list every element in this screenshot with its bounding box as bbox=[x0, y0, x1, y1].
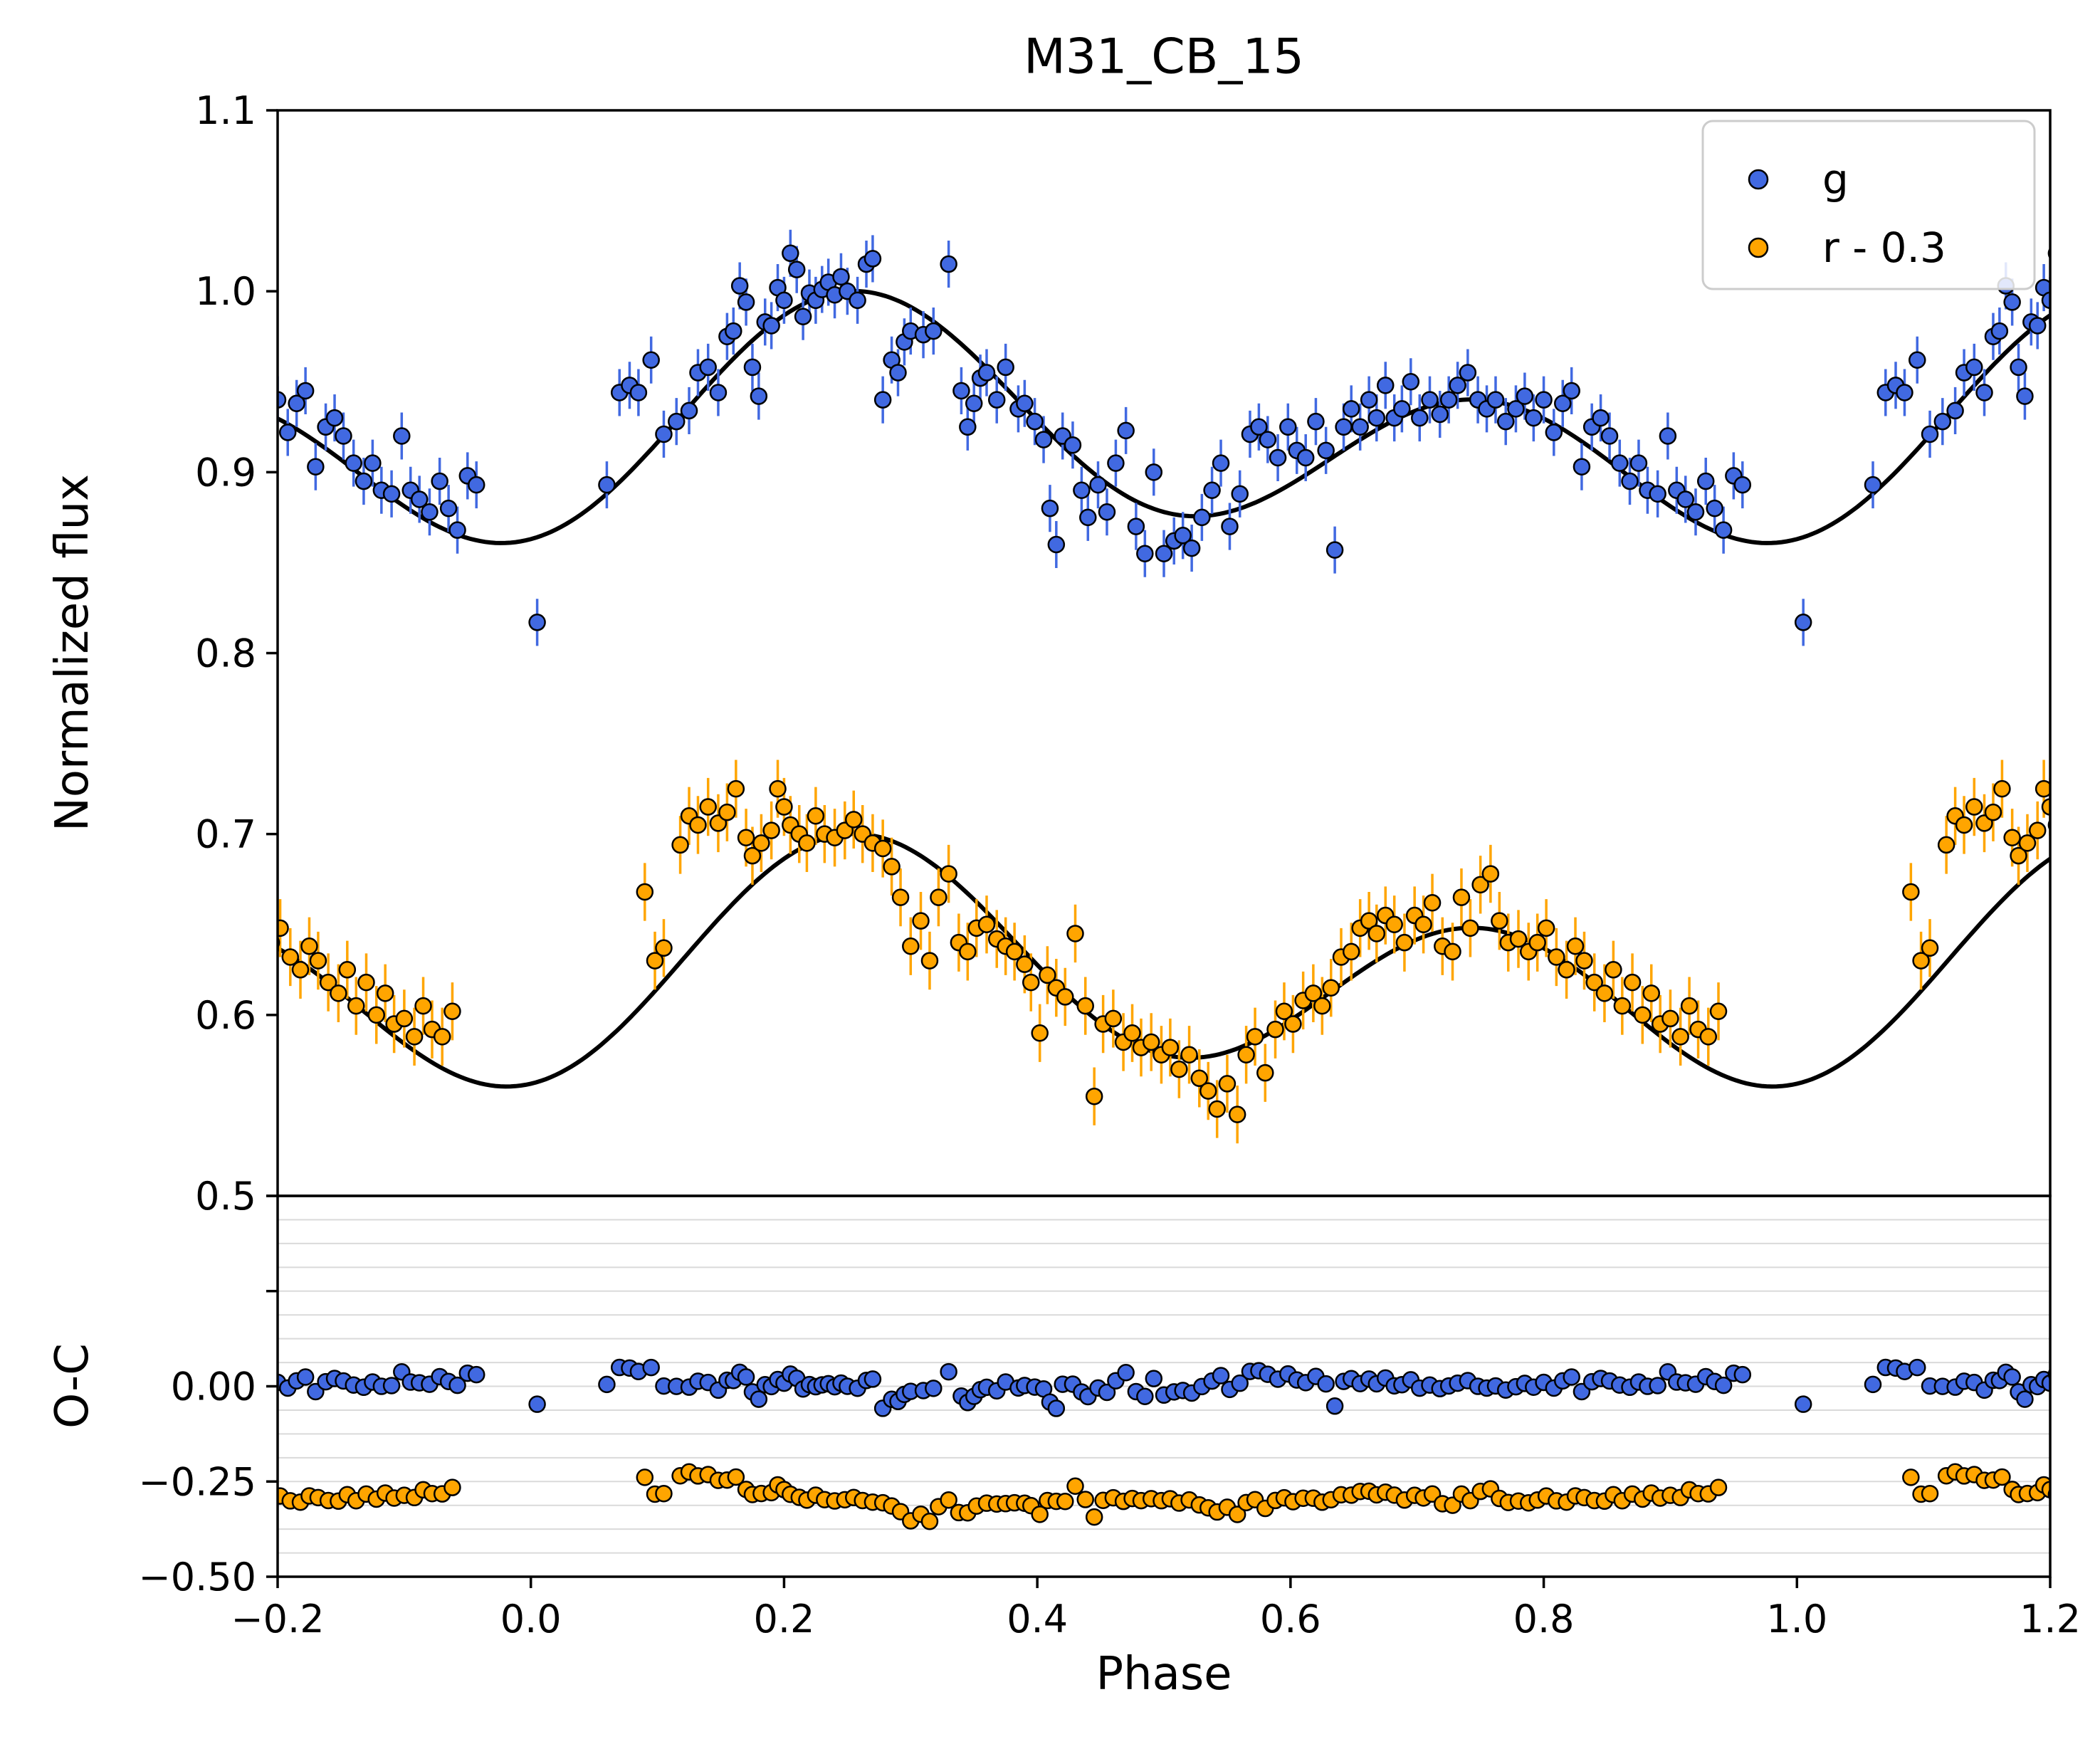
legend-label-g: g bbox=[1822, 155, 1849, 204]
tick-label: 0.9 bbox=[195, 450, 256, 495]
tick-label: −0.2 bbox=[231, 1597, 324, 1641]
tick-label: 0.7 bbox=[195, 812, 256, 857]
oc-gridlines bbox=[278, 1219, 2050, 1554]
points-g bbox=[278, 244, 2050, 631]
tick-label: 1.0 bbox=[1766, 1597, 1827, 1641]
points-r bbox=[278, 779, 2050, 1123]
tick-label: 0.6 bbox=[195, 993, 256, 1038]
tick-label: −0.50 bbox=[139, 1555, 256, 1599]
tick-label: 0.8 bbox=[1513, 1597, 1575, 1641]
tick-label: 0.2 bbox=[753, 1597, 814, 1641]
flux-axis-ticks: 1.1 1.0 0.9 0.8 0.7 0.6 0.5 bbox=[195, 88, 278, 1219]
residuals-g bbox=[278, 1358, 2050, 1417]
errorbars-g bbox=[278, 229, 2050, 646]
tick-label: 0.0 bbox=[500, 1597, 562, 1641]
y-axis-label-flux: Normalized flux bbox=[46, 473, 99, 832]
x-axis-label: Phase bbox=[1096, 1648, 1232, 1701]
x-axis-ticks: −0.2 0.0 0.2 0.4 0.6 0.8 1.0 1.2 bbox=[231, 1577, 2081, 1641]
tick-label: 0.5 bbox=[195, 1174, 256, 1219]
tick-label: 1.2 bbox=[2020, 1597, 2081, 1641]
residuals-r bbox=[278, 1463, 2050, 1530]
legend-marker-r bbox=[1748, 237, 1769, 258]
oc-axis-ticks: 0.00 −0.25 −0.50 bbox=[139, 1194, 278, 1599]
tick-label: 0.4 bbox=[1007, 1597, 1068, 1641]
tick-label: 1.0 bbox=[195, 269, 256, 314]
tick-label: 0.00 bbox=[171, 1365, 256, 1409]
y-axis-label-oc: O-C bbox=[46, 1343, 99, 1429]
legend-marker-g bbox=[1748, 169, 1769, 190]
tick-label: 0.8 bbox=[195, 631, 256, 676]
legend: g r - 0.3 bbox=[1701, 120, 2036, 290]
tick-label: −0.25 bbox=[139, 1459, 256, 1504]
tick-label: 0.6 bbox=[1260, 1597, 1321, 1641]
legend-box bbox=[1701, 120, 2036, 290]
tick-label: 1.1 bbox=[195, 88, 256, 133]
chart-title: M31_CB_15 bbox=[1024, 28, 1304, 85]
legend-label-r: r - 0.3 bbox=[1822, 224, 1946, 272]
model-curves bbox=[278, 288, 2050, 1089]
model-curve-g bbox=[278, 288, 2050, 545]
